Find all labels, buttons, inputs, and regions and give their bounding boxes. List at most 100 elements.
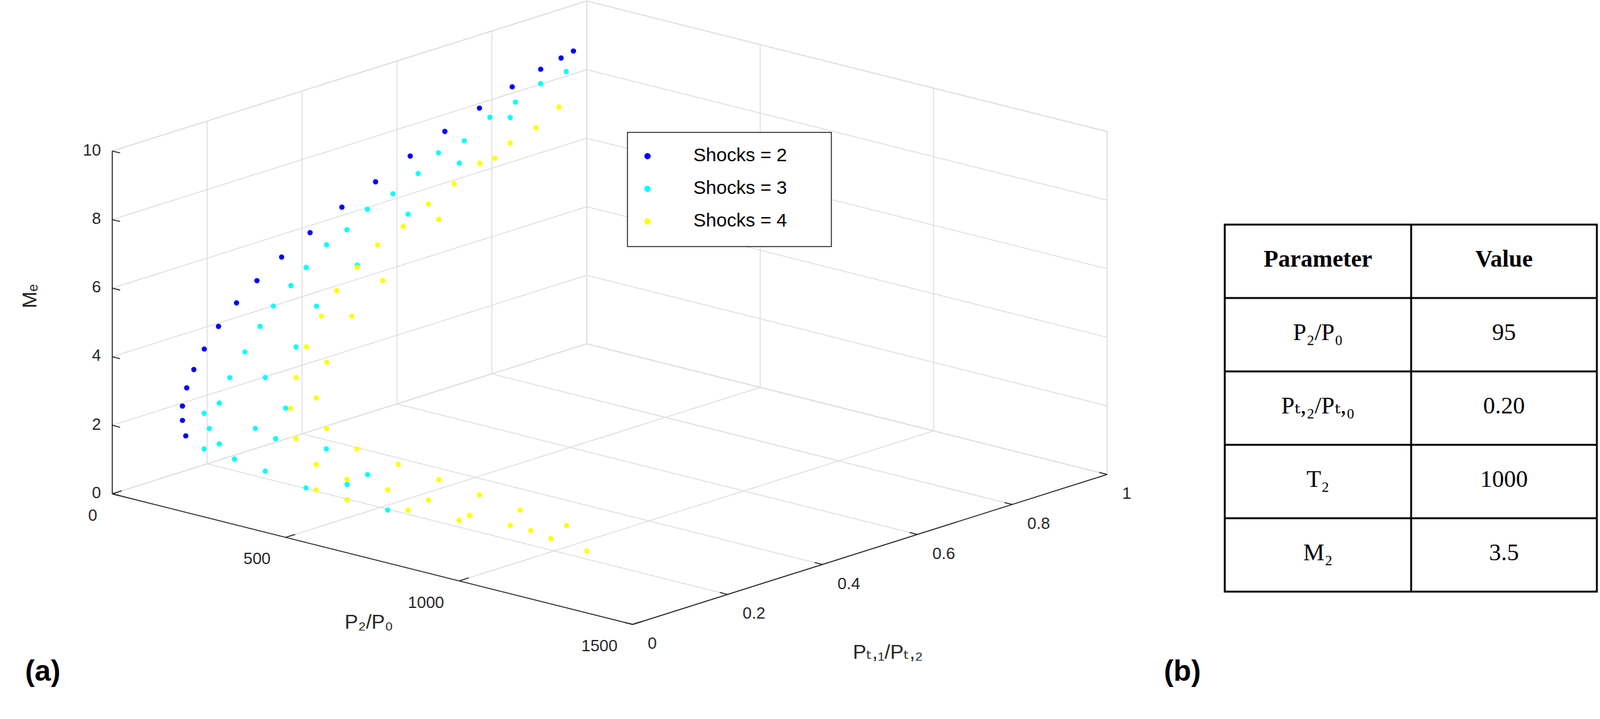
tick (112, 219, 120, 222)
grid-line (112, 138, 587, 288)
grid-line (301, 90, 304, 434)
panel-label: (a) (25, 654, 61, 688)
point (436, 476, 442, 482)
grid-line (112, 343, 587, 494)
point (442, 128, 448, 134)
point (436, 149, 442, 155)
point (191, 367, 197, 373)
grid-line (112, 493, 633, 625)
point (517, 507, 523, 513)
axes: 05001000150000.20.40.60.810246810 (82, 140, 1132, 656)
point (375, 242, 381, 248)
point (563, 69, 569, 75)
legend-label: Shocks = 3 (693, 176, 787, 198)
table: ParameterValueP₂/P₀95Pₜ,₂/Pₜ,₀0.20T₂1000… (1224, 224, 1597, 592)
point (252, 426, 258, 432)
point (476, 160, 482, 166)
panel-label: (b) (1163, 654, 1201, 688)
point (476, 491, 482, 497)
point (466, 512, 472, 518)
y-axis-title: Pₜ,₁/Pₜ,₂ (852, 640, 923, 664)
point (288, 282, 294, 288)
legend-label: Shocks = 4 (693, 209, 787, 231)
tick (624, 622, 633, 625)
point (507, 140, 513, 146)
grid-line (285, 387, 760, 538)
point (318, 313, 324, 319)
point (451, 181, 457, 187)
tick (909, 532, 918, 535)
point (227, 375, 233, 381)
point (344, 481, 350, 487)
point (307, 230, 313, 236)
point (234, 300, 240, 306)
x-axis-title: P₂/P₀ (344, 610, 393, 634)
grid-line (491, 30, 493, 374)
tick (719, 592, 728, 595)
z-axis-line (111, 151, 113, 494)
point (303, 485, 309, 491)
tick-label: 1 (1122, 483, 1132, 503)
tick-label: 0.2 (742, 603, 766, 623)
point (556, 104, 562, 110)
point (456, 160, 462, 166)
tick (112, 288, 120, 290)
tick (112, 493, 120, 496)
grid (112, 1, 1108, 625)
tick-label: 2 (91, 414, 101, 434)
tick (112, 357, 120, 359)
point (461, 138, 467, 144)
point (512, 99, 518, 105)
tick-label: 4 (91, 345, 101, 365)
point (507, 114, 513, 120)
point (180, 403, 186, 409)
point (313, 303, 319, 309)
point (344, 497, 350, 503)
table-border (1224, 224, 1597, 592)
tick (814, 562, 822, 565)
tick-label: 0 (91, 483, 101, 502)
point (183, 432, 189, 438)
tick-label: 0.4 (837, 574, 861, 593)
grid-line (207, 463, 728, 595)
grid-line (112, 69, 587, 220)
tick-label: 0.8 (1027, 513, 1050, 533)
legend-box (627, 132, 832, 247)
grid-line (111, 151, 113, 494)
point (538, 66, 544, 72)
point (333, 288, 339, 294)
point (262, 374, 268, 380)
point (232, 456, 238, 462)
point (456, 517, 462, 523)
point (426, 497, 432, 503)
grid-line (301, 433, 822, 565)
point (436, 216, 442, 222)
point (558, 55, 564, 61)
legend-marker (644, 218, 651, 225)
point (323, 426, 329, 432)
grid-line (112, 275, 587, 426)
point (216, 441, 222, 447)
point (364, 206, 370, 212)
point (385, 507, 391, 513)
point (527, 527, 533, 533)
point (339, 204, 345, 210)
tick (459, 577, 469, 582)
point (293, 344, 299, 350)
grid-line (112, 343, 587, 494)
x-axis-line (112, 493, 633, 625)
point (344, 227, 350, 233)
point (262, 468, 268, 474)
legend-label: Shocks = 2 (693, 144, 787, 166)
point (537, 80, 543, 86)
grid-line (459, 431, 934, 582)
point (365, 471, 371, 477)
grid-line (397, 404, 918, 535)
table-rule (1410, 224, 1413, 592)
table-header: Parameter (1263, 245, 1373, 272)
point (405, 211, 411, 217)
series (180, 48, 577, 439)
point (313, 487, 319, 493)
tick-label: 10 (82, 140, 102, 160)
tick-label: 0 (87, 505, 97, 525)
